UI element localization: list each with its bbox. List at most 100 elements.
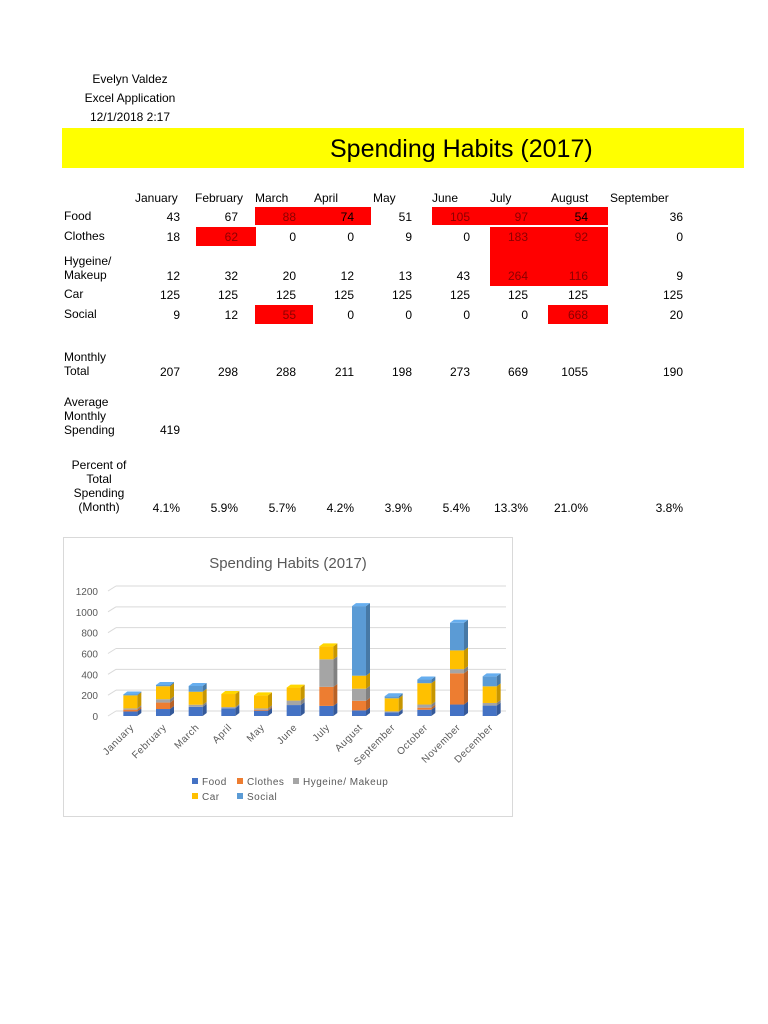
bar-top [352, 603, 370, 607]
row-label: Monthly Total [64, 350, 107, 378]
bar-segment [156, 684, 170, 687]
bar-side [170, 683, 174, 700]
bar-segment [319, 659, 334, 687]
document-subtitle: Excel Application [84, 91, 176, 105]
table-cell: 9 [676, 269, 683, 283]
bar-segment [482, 686, 497, 703]
bar-segment [450, 650, 464, 670]
total-cell: 669 [507, 365, 528, 379]
percent-cell: 5.7% [268, 501, 296, 515]
x-tick-label: February [130, 722, 169, 761]
column-header: July [490, 191, 512, 205]
chart-title: Spending Habits (2017) [209, 555, 367, 572]
bar-side [366, 697, 370, 711]
chart-container[interactable]: Spending Habits (2017) 0 200 400 600 800 1000 1… [63, 537, 513, 817]
x-tick-label: June [275, 722, 300, 747]
table-cell: 36 [669, 210, 683, 224]
table-cell: 18 [166, 230, 180, 244]
document-datetime: 12/1/2018 2:17 [89, 110, 171, 124]
table-cell: 668 [567, 308, 588, 322]
bar-side [431, 706, 436, 716]
bar-side [137, 692, 142, 709]
bar-top [221, 691, 240, 695]
bar-segment [254, 710, 268, 716]
bar-top [286, 684, 305, 688]
row-label: Hygeine/ Makeup [64, 254, 112, 282]
bar-side [137, 705, 142, 710]
bar-side [300, 697, 305, 706]
bar-segment [352, 700, 366, 711]
gridline [107, 710, 117, 717]
highlight-cell [490, 227, 608, 246]
bar-segment [319, 686, 334, 706]
legend-label: Food [202, 777, 227, 788]
bar-side [398, 708, 403, 713]
bar-segment [384, 698, 399, 712]
column-header: April [314, 191, 339, 205]
gridline [107, 668, 117, 675]
bar-segment [450, 673, 464, 705]
legend-label: Hygeine/ Makeup [303, 777, 388, 788]
column-header: March [255, 191, 289, 205]
bar-segment [384, 696, 399, 699]
bar-segment [417, 709, 432, 716]
column-header: August [551, 191, 589, 205]
table-cell: 74 [340, 210, 354, 224]
row-label: Social [64, 307, 97, 321]
bar-segment [352, 688, 366, 701]
bar-side [366, 685, 370, 701]
bar-segment [450, 669, 464, 674]
bar-segment [450, 622, 464, 651]
table-cell: 97 [514, 210, 528, 224]
bar-segment [188, 686, 203, 692]
bar-segment [221, 708, 236, 716]
bar-side [431, 701, 436, 708]
bar-top [319, 643, 338, 647]
total-cell: 273 [449, 365, 470, 379]
legend-swatch [192, 778, 198, 784]
table-cell: 9 [405, 230, 412, 244]
table-cell: 43 [456, 269, 470, 283]
bar-side [170, 699, 174, 710]
bar-segment [286, 705, 301, 716]
bar-top [384, 693, 403, 697]
bar-segment [254, 708, 268, 710]
bar-side [333, 683, 338, 706]
y-tick-label: 1200 [76, 587, 99, 598]
bar-top [123, 691, 142, 695]
bar-top [254, 692, 272, 696]
bar-segment [352, 710, 366, 716]
bar-segment [123, 711, 138, 716]
bar-segment [319, 646, 334, 660]
table-cell: 51 [398, 210, 412, 224]
bar-segment [221, 707, 236, 709]
bar-side [202, 688, 207, 705]
bar-side [170, 706, 174, 716]
table-cell: 12 [166, 269, 180, 283]
y-tick-label: 800 [81, 629, 98, 640]
bar-segment [156, 686, 170, 700]
table-cell: 125 [391, 288, 412, 302]
y-tick-label: 1000 [76, 608, 99, 619]
bar-segment [188, 691, 203, 705]
bar-side [464, 670, 468, 705]
bar-segment [286, 700, 301, 706]
highlight-cell [255, 305, 313, 324]
bar-segment [450, 704, 464, 716]
table-cell: 0 [347, 308, 354, 322]
table-cell: 105 [449, 210, 470, 224]
bar-segment [482, 705, 497, 716]
bar-side [431, 704, 436, 710]
percent-cell: 3.9% [384, 501, 412, 515]
legend-swatch [237, 793, 243, 799]
y-tick-label: 200 [81, 691, 98, 702]
table-cell: 62 [224, 230, 238, 244]
legend-label: Social [247, 792, 277, 803]
row-label: Food [64, 209, 92, 223]
table-cell: 0 [463, 308, 470, 322]
table-cell: 9 [173, 308, 180, 322]
column-header: June [432, 191, 459, 205]
table-cell: 183 [507, 230, 528, 244]
x-tick-label: April [211, 722, 235, 746]
table-cell: 32 [224, 269, 238, 283]
